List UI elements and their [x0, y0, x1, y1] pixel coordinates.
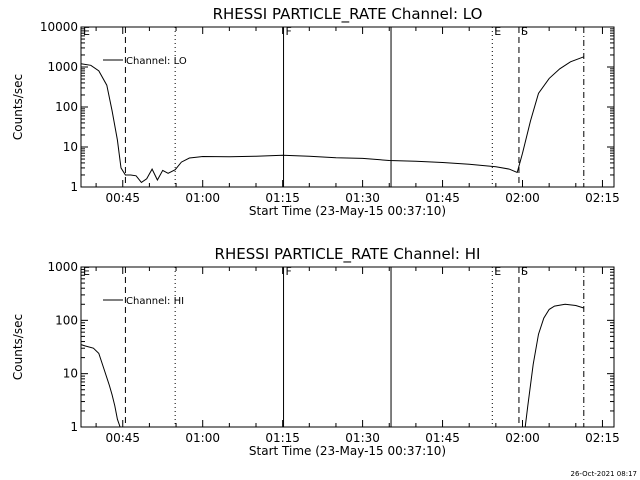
plot-area	[80, 56, 584, 184]
x-axis-label: Start Time (23-May-15 00:37:10)	[249, 204, 446, 218]
event-marker-label: E	[494, 265, 501, 278]
x-tick-label: 02:15	[585, 191, 620, 205]
y-tick-label: 100	[55, 100, 78, 114]
chart-title: RHESSI PARTICLE_RATE Channel: HI	[215, 245, 481, 264]
x-axis-label: Start Time (23-May-15 00:37:10)	[249, 444, 446, 458]
y-tick-label: 1000	[47, 260, 78, 274]
legend-label: Channel: LO	[126, 56, 187, 67]
y-axis-label: Counts/sec	[11, 314, 25, 380]
x-tick-label: 01:15	[265, 431, 300, 445]
lo-channel-panel: RHESSI PARTICLE_RATE Channel: LO 00:45 01…	[11, 5, 620, 218]
y-tick-label: 10000	[40, 20, 78, 34]
x-tick-label: 02:15	[585, 431, 620, 445]
x-tick-label: 02:00	[505, 431, 540, 445]
event-marker-label: F	[286, 265, 292, 278]
event-marker-label: E	[83, 265, 90, 278]
event-marker-label: S	[521, 265, 528, 278]
x-tick-label: 01:45	[425, 191, 460, 205]
event-marker-label: E	[83, 25, 90, 38]
series-line	[80, 303, 584, 428]
x-tick-label: 01:00	[185, 191, 220, 205]
y-tick-label: 1	[70, 420, 78, 434]
timestamp-stamp: 26-Oct-2021 08:17	[571, 470, 637, 478]
legend-label: Channel: HI	[126, 296, 184, 307]
x-tick-label: 01:45	[425, 431, 460, 445]
legend: Channel: LO	[103, 56, 187, 67]
x-tick-label: 01:30	[345, 191, 380, 205]
x-tick-label: 00:45	[105, 191, 140, 205]
y-tick-label: 10	[63, 367, 78, 381]
x-tick-label: 02:00	[505, 191, 540, 205]
axes: 00:45 01:00 01:15 01:30 01:45 02:00 02:15 1 10 10…	[40, 20, 620, 205]
x-tick-label: 01:30	[345, 431, 380, 445]
event-marker-label: S	[521, 25, 528, 38]
event-marker-label: E	[494, 25, 501, 38]
plot-frame	[80, 266, 615, 428]
x-tick-label: 00:45	[105, 431, 140, 445]
y-tick-label: 100	[55, 313, 78, 327]
event-marker-label: F	[286, 25, 292, 38]
plot-area	[80, 303, 584, 428]
x-tick-label: 01:00	[185, 431, 220, 445]
chart-title: RHESSI PARTICLE_RATE Channel: LO	[213, 5, 483, 24]
hi-channel-panel: RHESSI PARTICLE_RATE Channel: HI 00:45 01…	[11, 245, 620, 458]
y-tick-label: 1	[70, 180, 78, 194]
y-tick-label: 1000	[47, 60, 78, 74]
axes: 00:45 01:00 01:15 01:30 01:45 02:00 02:15 1 10 10…	[47, 260, 619, 445]
y-axis-label: Counts/sec	[11, 74, 25, 140]
y-tick-label: 10	[63, 140, 78, 154]
x-tick-label: 01:15	[265, 191, 300, 205]
series-line	[80, 56, 584, 184]
legend: Channel: HI	[103, 296, 184, 307]
